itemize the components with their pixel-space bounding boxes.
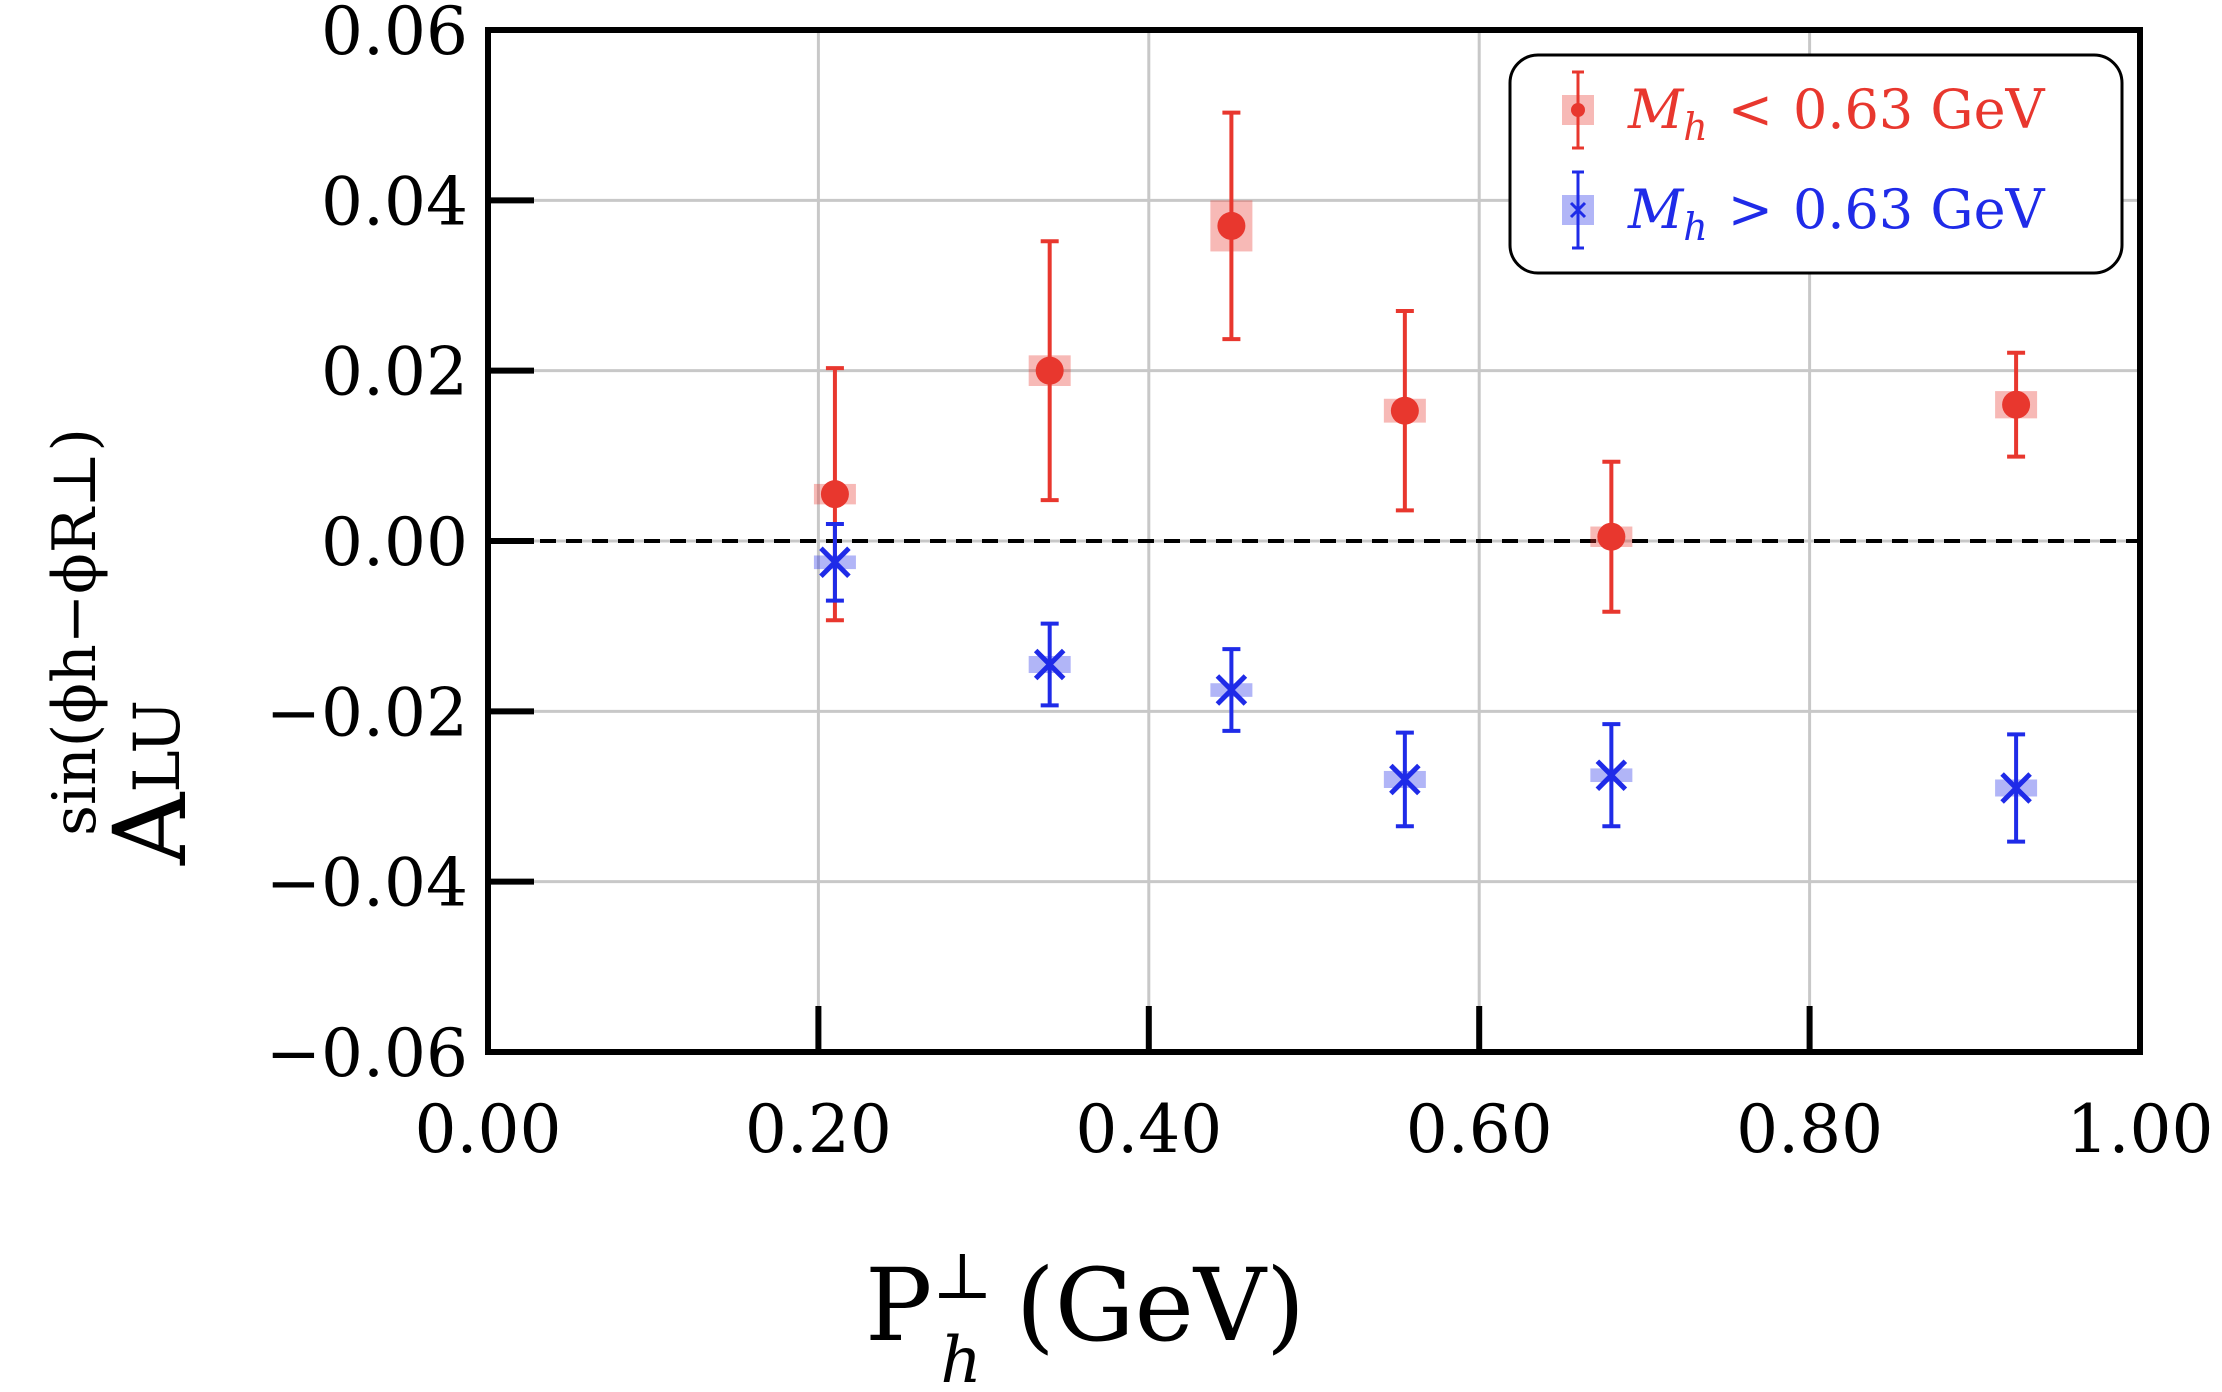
legend-marker-red-circle xyxy=(1562,70,1594,150)
data-point-x xyxy=(819,546,851,579)
x-axis-title: P⊥ h (GeV) xyxy=(865,1240,1305,1392)
data-point-circle xyxy=(820,480,849,509)
y-tick-labels: −0.06 −0.04 −0.02 0.00 0.02 0.04 0.06 xyxy=(266,0,468,1092)
data-point-x xyxy=(1033,648,1066,681)
y-tick-label: −0.06 xyxy=(266,1015,468,1092)
data-point-circle xyxy=(1390,396,1419,425)
y-axis-title-sub: LU xyxy=(121,700,195,793)
x-axis-title-base: P xyxy=(865,1247,932,1364)
data-point-x xyxy=(2000,772,2032,804)
x-tick-label: 1.00 xyxy=(2067,1091,2214,1168)
legend-blue-rest: 0.63 GeV xyxy=(1793,178,2045,241)
x-tick-labels: 0.00 0.20 0.40 0.60 0.80 1.00 xyxy=(415,1091,2214,1168)
legend-red-var: M xyxy=(1627,78,1685,141)
legend-red-sub: h xyxy=(1683,105,1707,149)
x-tick-label: 0.40 xyxy=(1075,1091,1222,1168)
legend: Mh <0.63 GeV Mh >0.63 GeV xyxy=(1508,53,2124,275)
legend-blue-var: M xyxy=(1627,178,1685,241)
data-point-x xyxy=(1595,759,1628,791)
y-tick-label: 0.02 xyxy=(321,334,468,411)
y-axis-title: ALUsin(ϕh−ϕR⊥) xyxy=(40,428,209,866)
legend-red-rest: 0.63 GeV xyxy=(1793,78,2045,141)
x-axis-title-unit: (GeV) xyxy=(1016,1247,1305,1364)
x-tick-label: 0.60 xyxy=(1406,1091,1553,1168)
legend-red-op: < xyxy=(1728,78,1773,141)
data-point-x xyxy=(1389,763,1421,796)
legend-marker-blue-x xyxy=(1562,170,1594,250)
legend-box xyxy=(1508,53,2124,275)
legend-circle xyxy=(1571,103,1585,117)
axis-ticks xyxy=(488,197,1813,1052)
data-point-x xyxy=(1215,674,1248,706)
legend-label-red: Mh <0.63 GeV xyxy=(1627,78,2046,149)
data-point-circle xyxy=(1035,356,1064,385)
legend-blue-op: > xyxy=(1728,178,1773,241)
data-point-circle xyxy=(1597,522,1626,551)
y-tick-label: −0.02 xyxy=(266,674,468,751)
legend-label-blue: Mh >0.63 GeV xyxy=(1627,178,2046,249)
x-axis-title-sub: h xyxy=(940,1324,981,1392)
data-points xyxy=(813,110,2038,844)
x-axis-title-sup: ⊥ xyxy=(932,1240,992,1314)
legend-blue-sub: h xyxy=(1683,205,1707,249)
y-tick-label: 0.06 xyxy=(321,0,468,70)
x-tick-label: 0.00 xyxy=(415,1091,562,1168)
y-tick-label: −0.04 xyxy=(266,845,468,922)
y-tick-label: 0.00 xyxy=(321,504,468,581)
series-blue-high-mass xyxy=(813,521,2038,844)
y-axis-title-base: A xyxy=(92,791,209,866)
legend-x xyxy=(1569,201,1587,219)
data-point-circle xyxy=(1217,211,1246,240)
series-red-low-mass xyxy=(813,110,2038,623)
y-axis-title-sup: sin(ϕh−ϕR⊥) xyxy=(40,428,110,836)
y-tick-label: 0.04 xyxy=(321,163,468,240)
x-tick-label: 0.20 xyxy=(745,1091,892,1168)
data-point-circle xyxy=(2002,390,2031,419)
x-tick-label: 0.80 xyxy=(1736,1091,1883,1168)
